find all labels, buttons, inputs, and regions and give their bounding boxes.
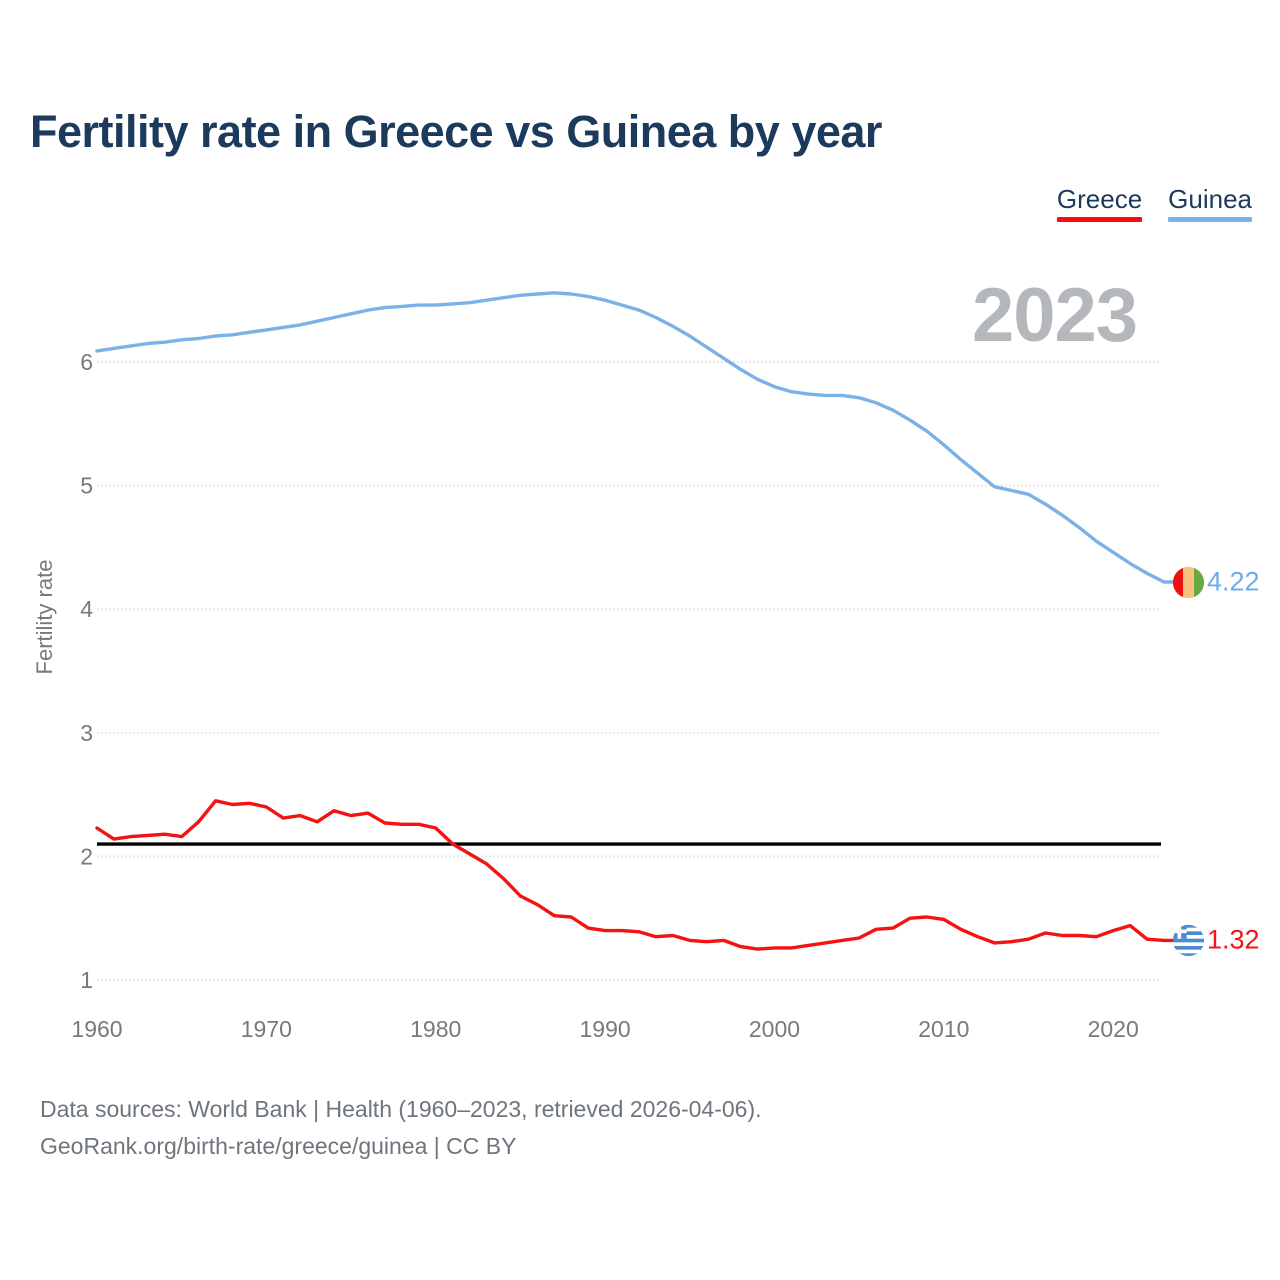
footer: Data sources: World Bank | Health (1960–… (40, 1091, 762, 1165)
y-tick-label: 6 (80, 349, 93, 375)
x-tick-label: 1990 (580, 1016, 631, 1042)
x-tick-label: 1960 (71, 1016, 122, 1042)
footer-sources-line: Data sources: World Bank | Health (1960–… (40, 1096, 762, 1122)
y-tick-label: 1 (80, 967, 93, 993)
guinea-line[interactable] (95, 291, 1174, 584)
page-title: Fertility rate in Greece vs Guinea by ye… (30, 106, 882, 157)
legend-underline-guinea (1168, 217, 1252, 223)
x-tick-label: 1980 (410, 1016, 461, 1042)
legend-item-greece[interactable]: Greece (1056, 184, 1143, 223)
legend-item-guinea[interactable]: Guinea (1168, 184, 1252, 223)
x-tick-label: 2000 (749, 1016, 800, 1042)
y-tick-label: 3 (80, 720, 93, 746)
guinea-end-value: 4.22 (1207, 566, 1260, 597)
x-tick-label: 2020 (1088, 1016, 1139, 1042)
greece-flag-icon (1172, 924, 1205, 957)
x-tick-label: 2010 (918, 1016, 969, 1042)
year-watermark: 2023 (972, 273, 1138, 358)
y-axis-title: Fertility rate (32, 559, 57, 675)
guinea-flag-icon (1172, 566, 1205, 599)
y-tick-label: 4 (80, 596, 93, 622)
legend-underline-greece (1056, 217, 1143, 223)
legend-label-greece: Greece (1056, 184, 1143, 214)
legend-label-guinea: Guinea (1168, 184, 1252, 214)
footer-attribution-line: GeoRank.org/birth-rate/greece/guinea | C… (40, 1133, 517, 1159)
y-tick-label: 5 (80, 473, 93, 499)
legend: Greece Guinea (1056, 184, 1252, 223)
y-tick-label: 2 (80, 843, 93, 869)
x-tick-label: 1970 (241, 1016, 292, 1042)
greece-end-value: 1.32 (1207, 924, 1260, 955)
greece-line[interactable] (95, 799, 1174, 951)
